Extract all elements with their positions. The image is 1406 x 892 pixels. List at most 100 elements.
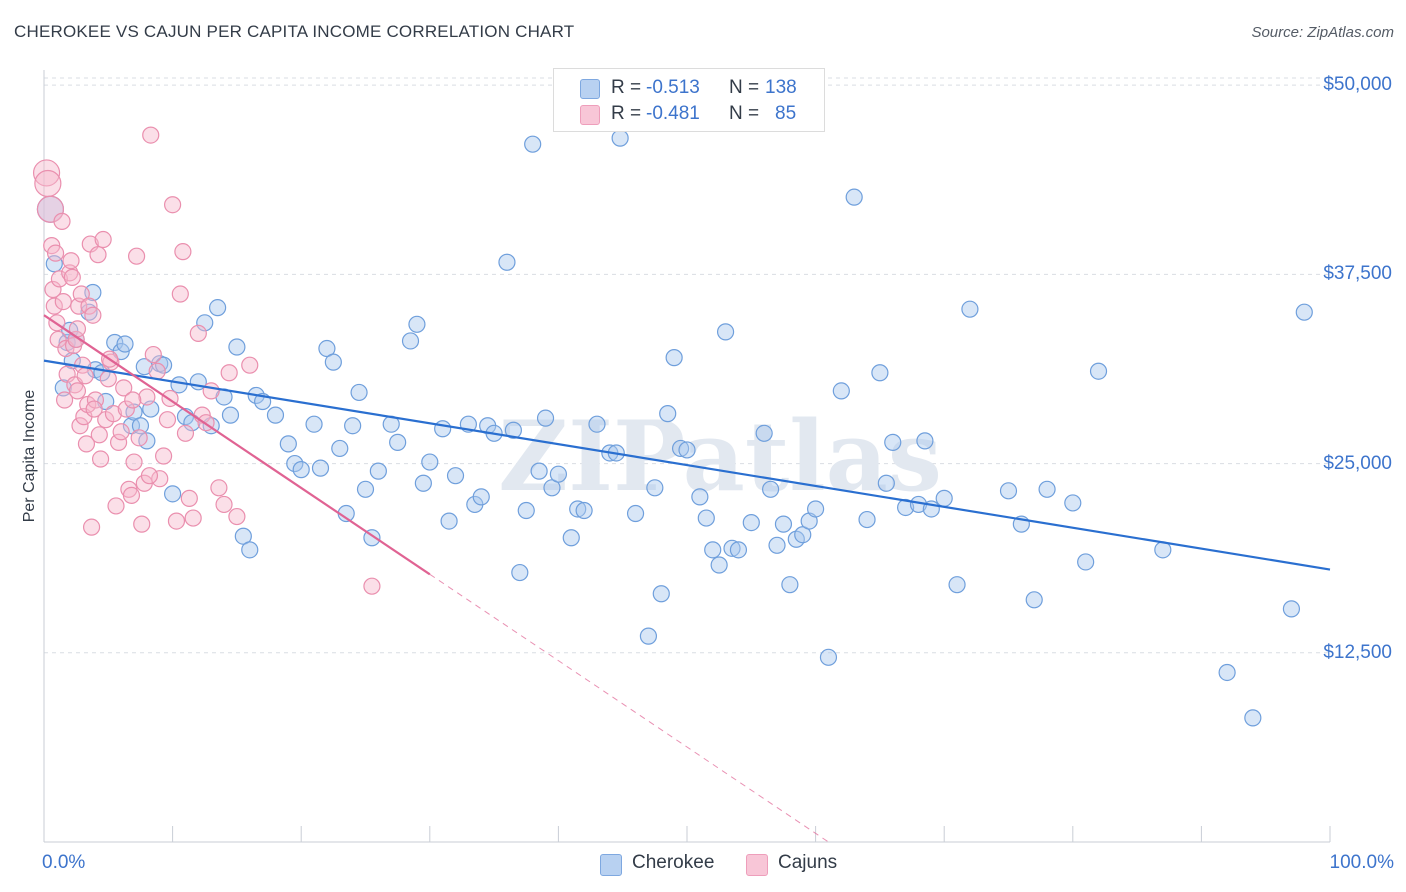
cherokee-legend-swatch bbox=[600, 854, 622, 876]
cajun-point bbox=[71, 417, 89, 435]
r-label: R = bbox=[611, 103, 642, 124]
cherokee-point bbox=[755, 424, 773, 442]
cajun-point bbox=[112, 423, 130, 441]
cherokee-point bbox=[1025, 591, 1043, 609]
cherokee-point bbox=[266, 406, 285, 424]
cajun-point bbox=[154, 447, 173, 465]
cajun-point bbox=[115, 379, 133, 397]
cajun-point bbox=[55, 391, 74, 409]
cajun-point bbox=[202, 382, 220, 400]
cherokee-point bbox=[311, 459, 330, 477]
cajun-point bbox=[117, 400, 135, 418]
x-tick-label-min: 0.0% bbox=[42, 852, 86, 873]
cajun-points bbox=[32, 126, 381, 595]
r-value: -0.481 bbox=[646, 103, 700, 124]
cherokee-point bbox=[710, 556, 728, 574]
cajun-swatch bbox=[580, 105, 600, 125]
cherokee-point bbox=[999, 482, 1018, 500]
cajun-point bbox=[90, 426, 108, 444]
cajun-trend-line bbox=[43, 314, 431, 576]
cajun-point bbox=[89, 246, 107, 264]
cherokee-point bbox=[723, 539, 741, 557]
cajun-point bbox=[215, 495, 233, 514]
cherokee-point bbox=[504, 421, 522, 439]
cherokee-point bbox=[806, 500, 825, 518]
cajun-point bbox=[125, 453, 143, 471]
cajun-point bbox=[76, 367, 94, 385]
cherokee-points bbox=[36, 129, 1313, 727]
cherokee-point bbox=[935, 489, 953, 507]
cherokee-point bbox=[209, 299, 227, 317]
cherokee-point bbox=[704, 541, 722, 559]
legend-label: Cherokee bbox=[632, 852, 715, 873]
cherokee-point bbox=[164, 485, 182, 503]
cherokee-point bbox=[1077, 553, 1095, 571]
cajun-point bbox=[122, 486, 141, 504]
cajun-point bbox=[164, 196, 182, 214]
cherokee-point bbox=[819, 648, 838, 666]
cherokee-point bbox=[697, 509, 715, 527]
cherokee-point bbox=[511, 563, 529, 582]
cherokee-point bbox=[116, 335, 134, 353]
chart-title: CHEROKEE VS CAJUN PER CAPITA INCOME CORR… bbox=[14, 22, 575, 41]
cherokee-point bbox=[434, 420, 452, 438]
y-tick-label-25000: $25,000 bbox=[1323, 452, 1392, 474]
cherokee-point bbox=[626, 504, 645, 523]
cherokee-point bbox=[1282, 600, 1301, 618]
cherokee-point bbox=[1295, 303, 1313, 321]
cajun-point bbox=[109, 433, 128, 451]
cajun-point bbox=[99, 370, 117, 388]
cherokee-point bbox=[369, 462, 387, 480]
n-label: N = bbox=[729, 77, 760, 98]
cherokee-point bbox=[569, 500, 587, 518]
cajun-point bbox=[63, 268, 81, 286]
cajun-point bbox=[130, 429, 148, 447]
cherokee-point bbox=[659, 405, 677, 423]
cherokee-point bbox=[517, 501, 535, 520]
cherokee-point bbox=[774, 515, 793, 533]
cherokee-point bbox=[324, 353, 342, 371]
cajun-point bbox=[142, 126, 160, 144]
cherokee-point bbox=[871, 364, 889, 382]
cherokee-point bbox=[858, 510, 876, 529]
cherokee-point bbox=[562, 529, 580, 547]
cajun-point bbox=[171, 285, 189, 303]
cherokee-point bbox=[421, 453, 439, 471]
source-label: Source: ZipAtlas.com bbox=[1251, 24, 1394, 41]
cherokee-point bbox=[389, 433, 407, 451]
cherokee-point bbox=[671, 439, 690, 458]
cherokee-point bbox=[1089, 362, 1108, 380]
cajun-point bbox=[77, 435, 96, 453]
n-value: 85 bbox=[775, 103, 797, 124]
cherokee-point bbox=[916, 432, 934, 450]
cherokee-point bbox=[588, 415, 606, 433]
cajun-point bbox=[107, 497, 125, 515]
cherokee-point bbox=[414, 474, 432, 492]
cherokee-point bbox=[1038, 480, 1056, 498]
cherokee-trend-line bbox=[43, 359, 1331, 571]
cajun-point bbox=[44, 280, 62, 299]
cherokee-point bbox=[228, 338, 246, 356]
cherokee-point bbox=[678, 441, 696, 459]
cherokee-point bbox=[1064, 494, 1082, 512]
cajun-point bbox=[140, 467, 159, 485]
cajun-point bbox=[104, 405, 123, 423]
cajun-point bbox=[241, 356, 259, 374]
cherokee-point bbox=[221, 406, 240, 424]
cherokee-point bbox=[646, 479, 664, 497]
cajun-point bbox=[176, 424, 195, 442]
cherokee-point bbox=[286, 454, 304, 473]
r-label: R = bbox=[611, 77, 642, 98]
cherokee-point bbox=[549, 465, 568, 483]
cajun-point bbox=[45, 297, 63, 315]
cajun-point bbox=[174, 243, 192, 261]
cherokee-point bbox=[961, 300, 979, 318]
cajun-point bbox=[80, 297, 98, 315]
cajun-point bbox=[167, 512, 186, 530]
cherokee-point bbox=[356, 480, 375, 498]
cherokee-point bbox=[408, 315, 426, 333]
cherokee-point bbox=[530, 462, 548, 480]
cherokee-point bbox=[639, 627, 658, 645]
cajun-point bbox=[82, 518, 101, 536]
